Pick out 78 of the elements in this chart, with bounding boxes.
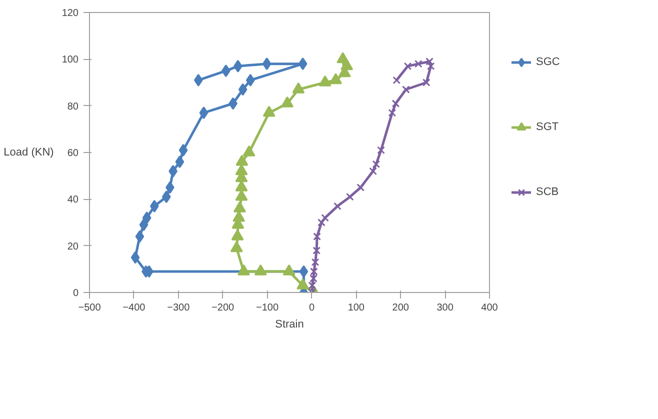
point	[235, 190, 248, 201]
y-tick-label: 20	[67, 241, 79, 252]
y-tick-label: 40	[67, 194, 79, 206]
x-tick-label: 100	[348, 302, 365, 314]
point	[402, 86, 410, 94]
point	[346, 192, 354, 201]
x-tick-label: 400	[481, 302, 498, 314]
point	[175, 156, 184, 168]
y-tick-label: 120	[62, 8, 79, 19]
x-tick-label: 200	[392, 302, 410, 314]
point	[135, 230, 144, 243]
point	[162, 190, 171, 204]
point	[321, 214, 329, 222]
x-tick-label: −200	[212, 302, 235, 314]
point	[262, 58, 272, 70]
point	[388, 108, 396, 117]
x-tick-label: −500	[78, 302, 102, 314]
point	[233, 201, 246, 212]
point	[254, 264, 267, 276]
point	[262, 106, 276, 117]
point	[340, 59, 354, 70]
point	[232, 210, 246, 222]
point	[237, 264, 250, 276]
point	[318, 75, 332, 86]
point	[130, 251, 140, 264]
point	[142, 212, 152, 224]
point	[281, 96, 294, 108]
point	[377, 146, 385, 154]
point	[296, 278, 310, 290]
y-tick-label: 60	[67, 148, 79, 159]
point	[414, 60, 422, 68]
x-tick-label: −100	[256, 302, 279, 314]
point	[426, 62, 435, 70]
x-tick-label: 0	[308, 302, 315, 314]
legend-label: SCB	[536, 186, 559, 198]
legend-label: SGC	[536, 56, 560, 68]
point	[150, 200, 159, 212]
point	[236, 154, 248, 166]
x-tick-label: 300	[436, 302, 454, 314]
point	[178, 144, 188, 156]
point	[298, 58, 308, 70]
point	[194, 74, 203, 86]
y-tick-label: 100	[62, 54, 79, 66]
point	[299, 265, 308, 278]
point	[356, 184, 365, 192]
point	[392, 100, 400, 108]
point	[311, 258, 320, 266]
point	[230, 241, 243, 252]
point	[334, 202, 342, 210]
y-axis-title: Load (KN)	[4, 146, 54, 158]
point	[292, 82, 305, 94]
point	[139, 218, 148, 232]
x-tick-label: −300	[167, 302, 190, 314]
point	[199, 106, 208, 120]
point	[369, 167, 377, 176]
point	[313, 232, 321, 240]
point	[308, 282, 316, 290]
legend-label: SGT	[536, 121, 559, 133]
point	[282, 264, 296, 276]
point	[246, 74, 255, 86]
y-tick-label: 0	[72, 288, 79, 299]
point	[242, 145, 256, 156]
point	[329, 73, 342, 84]
point	[310, 268, 318, 276]
x-axis-title: Strain	[275, 318, 304, 330]
point	[392, 76, 401, 84]
point	[318, 218, 326, 226]
point	[235, 164, 248, 176]
y-tick-label: 80	[67, 101, 79, 112]
point	[404, 62, 412, 70]
point	[426, 58, 434, 66]
point	[231, 229, 244, 240]
point	[238, 83, 248, 96]
point	[310, 274, 318, 282]
x-tick-label: −400	[122, 302, 146, 314]
point	[312, 246, 321, 254]
point	[372, 160, 380, 168]
point	[422, 78, 430, 86]
